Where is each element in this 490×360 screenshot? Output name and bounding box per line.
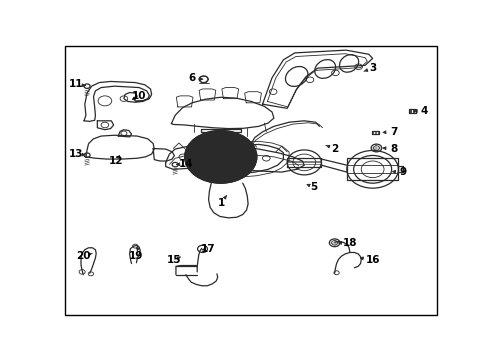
- Text: 17: 17: [201, 244, 216, 254]
- Text: 5: 5: [310, 183, 318, 192]
- Circle shape: [185, 131, 257, 183]
- Text: 6: 6: [189, 73, 196, 84]
- Text: 13: 13: [69, 149, 83, 159]
- Text: 15: 15: [167, 255, 182, 265]
- Text: 16: 16: [366, 255, 380, 265]
- Text: 19: 19: [129, 251, 144, 261]
- Text: 1: 1: [218, 198, 225, 208]
- Text: 20: 20: [76, 251, 91, 261]
- Text: 4: 4: [420, 106, 428, 116]
- Text: 10: 10: [132, 91, 147, 101]
- Text: 12: 12: [109, 156, 123, 166]
- Text: 9: 9: [399, 167, 407, 177]
- Text: 3: 3: [369, 63, 376, 73]
- Text: 8: 8: [390, 144, 397, 153]
- Text: 11: 11: [69, 79, 83, 89]
- Text: 14: 14: [179, 159, 194, 169]
- Text: 2: 2: [331, 144, 338, 153]
- Text: 7: 7: [390, 127, 397, 137]
- Text: 18: 18: [343, 238, 357, 248]
